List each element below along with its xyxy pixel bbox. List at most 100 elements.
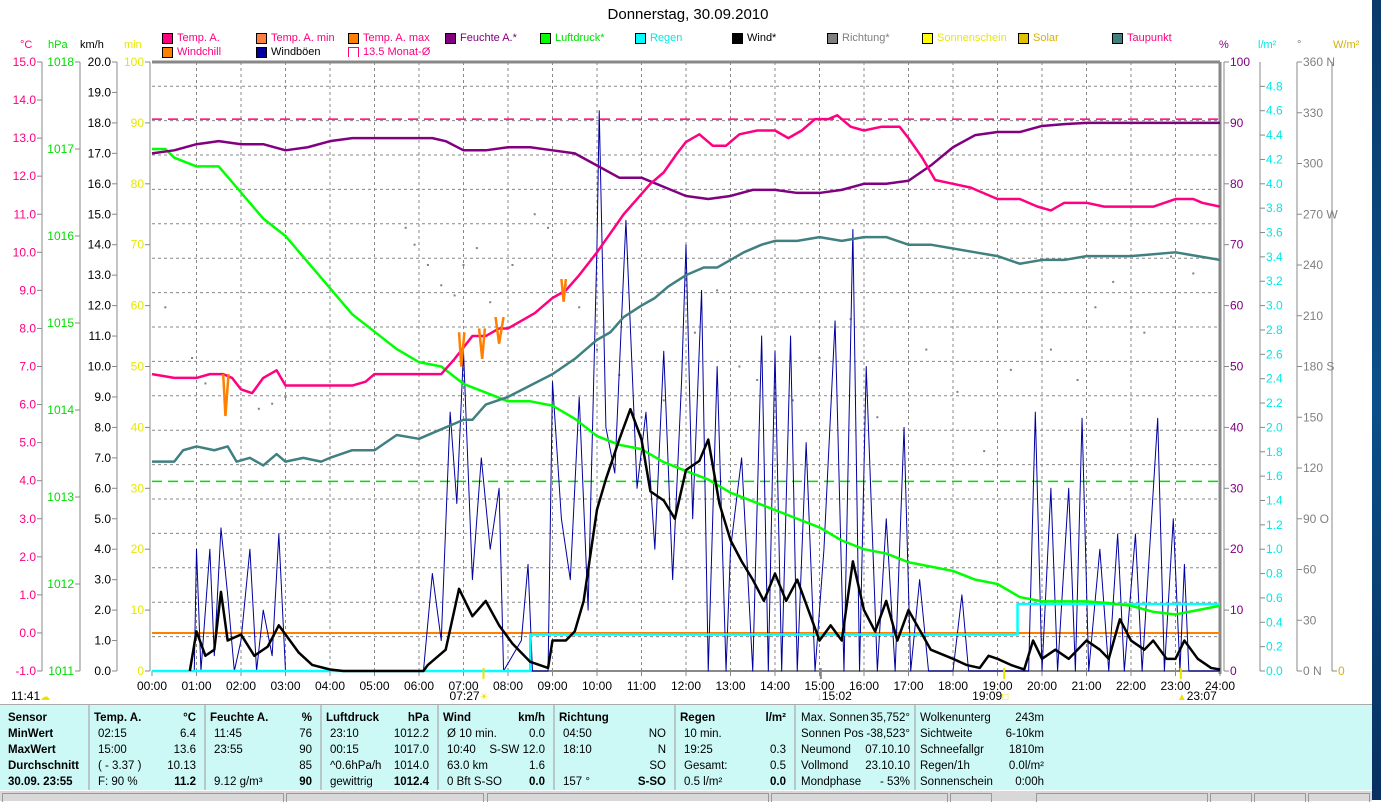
temp-axis-label: -1.0: [15, 664, 36, 678]
temp-row-value: 6.4: [180, 728, 196, 740]
direction-row-value: NO: [648, 728, 666, 740]
x-tick-label: 03:00: [270, 679, 300, 693]
x-tick-label: 15:00: [804, 679, 834, 693]
rain-axis-label: 0.6: [1266, 591, 1283, 605]
rain-axis-label: 2.0: [1266, 420, 1283, 434]
legend-label: Richtung*: [842, 32, 890, 44]
wind-axis-label: 3.0: [94, 573, 111, 587]
wind-axis-label: 18.0: [88, 116, 112, 130]
legend-swatch: [827, 32, 838, 44]
misc-label: Sichtweite: [920, 728, 973, 740]
legend-item: Sonnenschein: [922, 32, 1007, 44]
x-tick-label: 12:00: [671, 679, 701, 693]
legend-item: 13.5 Monat-Ø: [348, 46, 430, 58]
direction-point: [662, 399, 665, 402]
x-tick-label: 22:00: [1116, 679, 1146, 693]
legend-item: Richtung*: [827, 32, 890, 44]
x-tick-label: 16:00: [849, 679, 879, 693]
direction-row-value: SO: [649, 760, 666, 772]
sun_min-axis-label: 20: [131, 542, 145, 556]
x-tick-label: 07:00: [448, 679, 478, 693]
wind-axis-label: 15.0: [88, 207, 112, 221]
direction-axis-label: 90 O: [1303, 512, 1329, 526]
pressure-unit: hPa: [407, 712, 429, 724]
humidity-row-value: 76: [299, 728, 312, 740]
direction-point: [164, 306, 167, 309]
wind-row-label: 10:40: [447, 744, 476, 756]
rain-row-value: 0.0: [770, 776, 786, 788]
legend-label: Temp. A. max: [363, 32, 430, 44]
x-tick-label: 06:00: [404, 679, 434, 693]
direction-row-value: N: [657, 744, 666, 756]
humidity-axis-label: 80: [1230, 177, 1244, 191]
wind-axis-label: 13.0: [88, 268, 112, 282]
wind-header: Wind: [443, 712, 471, 724]
wind-axis-unit: km/h: [80, 39, 104, 51]
astro-value: - 53%: [879, 776, 910, 788]
legend-swatch: [1112, 32, 1123, 44]
x-tick-label: 05:00: [359, 679, 389, 693]
humidity-row-value: 85: [299, 760, 312, 772]
legend-swatch: [256, 32, 267, 44]
temp-row-label: F: 90 %: [98, 776, 138, 788]
direction-axis-label: 240: [1303, 258, 1323, 272]
wind-axis-label: 19.0: [88, 85, 112, 99]
row-label: Durchschnitt: [8, 760, 79, 772]
direction-axis-label: 30: [1303, 613, 1317, 627]
legend-item: Luftdruck*: [540, 32, 605, 44]
status-panel: [2, 793, 284, 802]
direction-point: [1143, 331, 1146, 334]
wind-axis-label: 16.0: [88, 177, 112, 191]
wind-axis-label: 20.0: [88, 55, 112, 69]
rain-axis-label: 0.2: [1266, 640, 1283, 654]
legend-item: Feuchte A.*: [445, 32, 517, 44]
direction-axis-label: 0 N: [1303, 664, 1322, 678]
astro-label: Vollmond: [801, 760, 849, 772]
direction-point: [876, 416, 879, 419]
sun_min-axis-label: 70: [131, 238, 145, 252]
pressure-axis-label: 1018: [47, 55, 74, 69]
arrow-icon: ↓: [816, 692, 822, 703]
astro-label: Mondphase: [801, 776, 862, 788]
pressure-row-value: 1014.0: [393, 760, 429, 772]
moon-icon: ▲: [1176, 692, 1187, 703]
wind-row-value: 0.0: [529, 776, 545, 788]
wind-axis-label: 12.0: [88, 299, 112, 313]
marker-sunset: 19:09□: [972, 689, 1008, 703]
rain-axis-label: 1.6: [1266, 469, 1283, 483]
rain-column: Regen l/m² 10 min. 19:25 0.3 Gesamt: 0.5 0.5 l/…: [674, 705, 796, 791]
series-feuchte-a-line: [151, 121, 1220, 201]
direction-point: [925, 348, 928, 351]
direction-point: [818, 357, 821, 360]
x-tick-label: 24:00: [1205, 679, 1235, 693]
legend-item: Windböen: [256, 46, 321, 58]
legend-item: Temp. A. min: [256, 32, 335, 44]
pressure-axis-label: 1012: [47, 577, 74, 591]
marker-time: 15:02: [821, 689, 852, 703]
humidity-axis-label: 0: [1230, 664, 1237, 678]
direction-point: [271, 402, 274, 405]
series-windchill-segment: [477, 328, 487, 360]
status-panel: [487, 793, 769, 802]
status-panel: [950, 793, 992, 802]
rain-axis-label: 3.2: [1266, 274, 1283, 288]
rain-axis-label: 4.6: [1266, 104, 1283, 118]
direction-row-value: S-SO: [637, 776, 666, 788]
status-bar: [0, 790, 1372, 802]
legend-swatch: [540, 32, 551, 44]
direction-point: [257, 407, 260, 410]
x-tick-label: 14:00: [760, 679, 790, 693]
rain-axis-unit: l/m²: [1258, 39, 1277, 51]
direction-axis-label: 120: [1303, 461, 1323, 475]
legend-swatch: [256, 46, 267, 58]
direction-point: [1192, 272, 1195, 275]
rain-row-value: 0.5: [770, 760, 786, 772]
humidity-row-value: 90: [299, 776, 312, 788]
sun_min-axis-label: 0: [137, 664, 144, 678]
rain-header: Regen: [680, 712, 716, 724]
misc-label: Regen/1h: [920, 760, 970, 772]
direction-axis-label: 270 W: [1303, 207, 1338, 221]
temp-axis-label: 2.0: [19, 550, 36, 564]
rain-axis-label: 2.6: [1266, 347, 1283, 361]
wind-axis-label: 9.0: [94, 390, 111, 404]
